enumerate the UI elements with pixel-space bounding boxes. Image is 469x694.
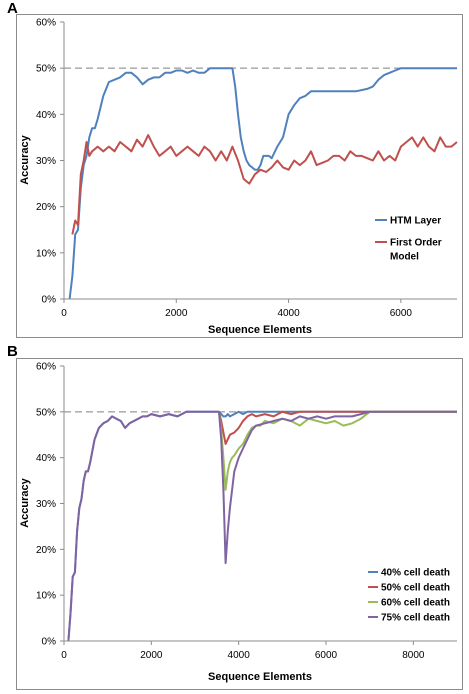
y-tick-label: 30% (36, 156, 56, 167)
y-tick-label: 0% (42, 637, 57, 648)
legend-label: First Order Model (390, 238, 442, 263)
series-line-60-cell-death (218, 410, 457, 491)
x-tick-label: 6000 (390, 308, 413, 319)
panel-a-label: A (7, 0, 18, 17)
legend-label: HTM Layer (390, 216, 441, 227)
chart-b-ticks-group: 0% 10% 20% 30% 40% 50% 60% 0 2000 4000 6000 8000 (36, 362, 457, 661)
y-tick-label: 50% (36, 64, 56, 75)
y-tick-label: 10% (36, 248, 56, 259)
y-tick-label: 20% (36, 202, 56, 213)
x-tick-label: 4000 (277, 308, 300, 319)
y-tick-label: 10% (36, 591, 56, 602)
y-tick-label: 30% (36, 499, 56, 510)
chart-a-ylabel: Accuracy (19, 134, 31, 184)
legend-label: 50% cell death (381, 583, 450, 594)
legend-label: 75% cell death (381, 613, 450, 624)
chart-b-xlabel: Sequence Elements (208, 671, 312, 683)
legend-label: 60% cell death (381, 598, 450, 609)
panel-a-frame (16, 14, 463, 338)
x-tick-label: 0 (61, 308, 67, 319)
y-tick-label: 40% (36, 110, 56, 121)
chart-a-ticks-group: 0% 10% 20% 30% 40% 50% 60% 0 2000 4000 6000 (36, 18, 457, 319)
y-tick-label: 20% (36, 545, 56, 556)
series-line-75-cell-death (67, 410, 457, 642)
panel-b-frame (16, 358, 463, 690)
series-line-50-cell-death (218, 410, 457, 445)
x-tick-label: 2000 (140, 650, 163, 661)
chart-b-series-group (67, 410, 457, 642)
chart-a-series-group (68, 67, 458, 300)
series-line-htm-layer (68, 67, 457, 300)
x-tick-label: 8000 (402, 650, 425, 661)
x-tick-label: 0 (61, 650, 67, 661)
series-line-first-order-model (71, 134, 458, 235)
legend-label: 40% cell death (381, 568, 450, 579)
chart-a-legend: HTM Layer First Order Model (375, 216, 442, 263)
x-tick-label: 6000 (315, 650, 338, 661)
y-tick-label: 50% (36, 407, 56, 418)
y-tick-label: 60% (36, 362, 56, 373)
chart-b-legend: 40% cell death 50% cell death 60% cell dea… (368, 568, 450, 624)
x-tick-label: 4000 (228, 650, 251, 661)
chart-b-ylabel: Accuracy (19, 477, 31, 527)
y-tick-label: 0% (42, 295, 57, 306)
y-tick-label: 40% (36, 453, 56, 464)
panel-b-label: B (7, 343, 18, 360)
y-tick-label: 60% (36, 18, 56, 29)
x-tick-label: 2000 (165, 308, 188, 319)
chart-a-xlabel: Sequence Elements (208, 324, 312, 336)
